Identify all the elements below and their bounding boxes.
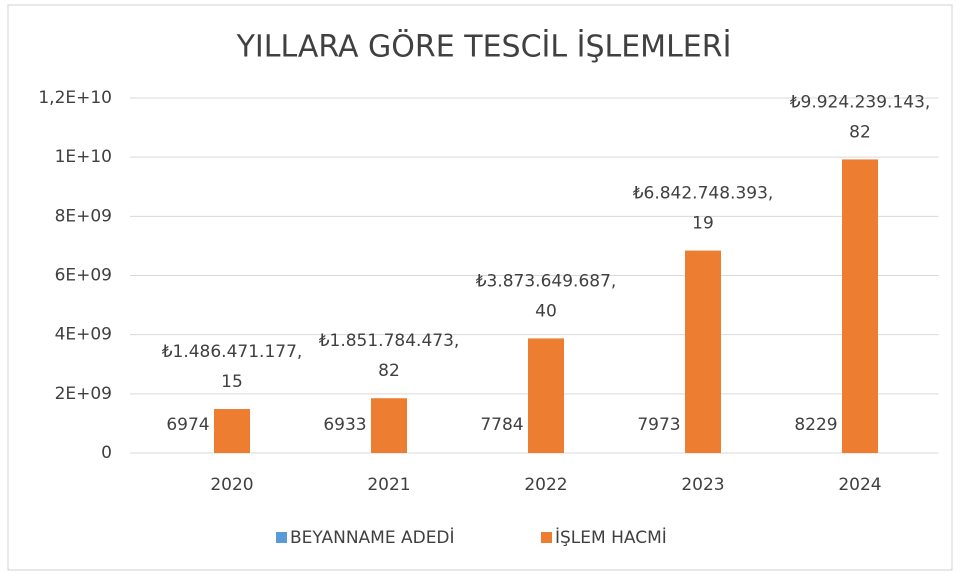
x-tick-label: 2021 <box>367 475 410 495</box>
y-tick-label: 1,2E+10 <box>38 88 112 108</box>
chart-title: YILLARA GÖRE TESCİL İŞLEMLERİ <box>236 29 732 65</box>
y-tick-label: 2E+09 <box>55 384 112 404</box>
value-label: 8229 <box>794 415 837 435</box>
bar <box>842 159 878 453</box>
value-label: 6933 <box>323 415 366 435</box>
x-tick-label: 2022 <box>524 475 567 495</box>
bar <box>685 250 721 453</box>
bar <box>528 338 564 453</box>
value-label: ₺1.486.471.177, 15 <box>162 342 303 392</box>
y-tick-label: 1E+10 <box>55 147 112 167</box>
legend-swatch <box>541 532 552 543</box>
y-tick-label: 0 <box>101 443 112 463</box>
x-tick-label: 2024 <box>838 475 881 495</box>
legend-swatch <box>276 532 287 543</box>
chart-frame <box>7 4 953 571</box>
value-label: 7973 <box>637 415 680 435</box>
value-label: ₺9.924.239.143, 82 <box>790 92 931 142</box>
value-label: ₺6.842.748.393, 19 <box>633 184 774 234</box>
value-label: ₺3.873.649.687, 40 <box>476 271 617 321</box>
x-tick-label: 2020 <box>210 475 253 495</box>
y-tick-label: 8E+09 <box>55 206 112 226</box>
x-tick-label: 2023 <box>681 475 724 495</box>
y-tick-label: 6E+09 <box>55 266 112 286</box>
value-label: ₺1.851.784.473, 82 <box>319 331 460 381</box>
legend-label: İŞLEM HACMİ <box>555 527 667 548</box>
y-tick-label: 4E+09 <box>55 325 112 345</box>
bar <box>371 398 407 453</box>
legend-label: BEYANNAME ADEDİ <box>290 527 455 548</box>
value-label: 6974 <box>166 415 209 435</box>
value-label: 7784 <box>480 415 523 435</box>
bar <box>214 409 250 453</box>
